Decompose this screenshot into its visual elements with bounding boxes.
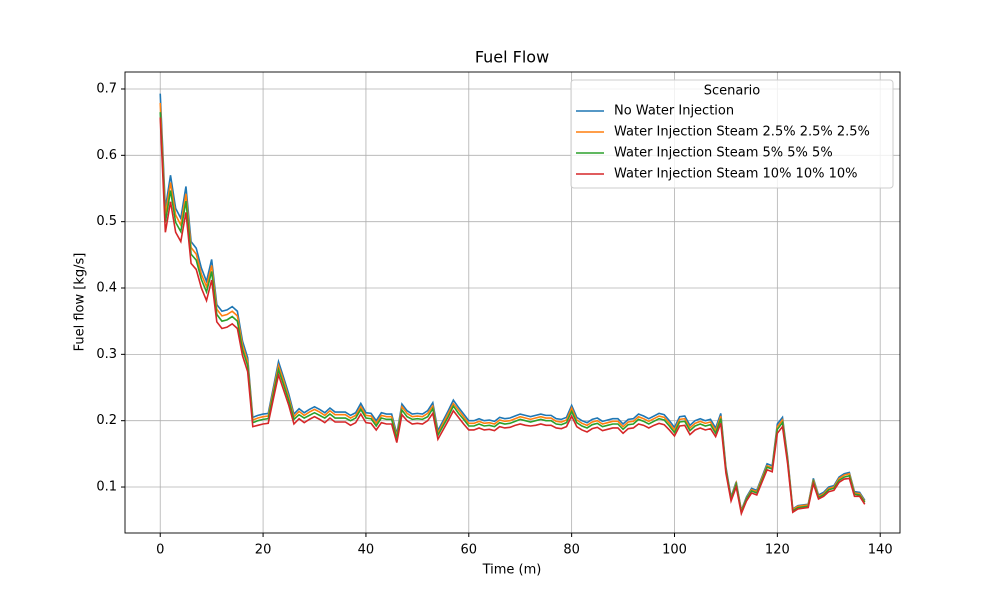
x-tick-label: 0 bbox=[156, 543, 164, 558]
legend-title: Scenario bbox=[704, 84, 761, 99]
y-tick-label: 0.5 bbox=[96, 214, 117, 229]
x-tick-label: 60 bbox=[461, 543, 478, 558]
x-tick-label: 100 bbox=[662, 543, 687, 558]
legend-box bbox=[570, 79, 894, 189]
legend-label: Water Injection Steam 10% 10% 10% bbox=[614, 167, 857, 182]
y-tick-label: 0.3 bbox=[96, 347, 117, 362]
chart-title: Fuel Flow bbox=[475, 48, 549, 67]
x-tick-label: 120 bbox=[765, 543, 790, 558]
y-tick-label: 0.1 bbox=[96, 480, 117, 495]
plot-frame bbox=[124, 71, 901, 534]
y-axis-label: Fuel flow [kg/s] bbox=[73, 253, 88, 352]
y-tick-label: 0.4 bbox=[96, 281, 117, 296]
legend-label: Water Injection Steam 5% 5% 5% bbox=[614, 146, 833, 161]
series-line bbox=[159, 112, 866, 516]
x-tick-label: 80 bbox=[563, 543, 580, 558]
series-line bbox=[159, 117, 866, 517]
y-tick-label: 0.7 bbox=[96, 81, 117, 96]
x-tick-label: 40 bbox=[358, 543, 375, 558]
x-axis-label: Time (m) bbox=[482, 563, 542, 578]
y-tick-label: 0.2 bbox=[96, 413, 117, 428]
legend-label: No Water Injection bbox=[614, 104, 734, 119]
y-tick-label: 0.6 bbox=[96, 148, 117, 163]
legend-label: Water Injection Steam 2.5% 2.5% 2.5% bbox=[614, 125, 870, 140]
x-tick-label: 140 bbox=[868, 543, 893, 558]
x-tick-label: 20 bbox=[255, 543, 272, 558]
